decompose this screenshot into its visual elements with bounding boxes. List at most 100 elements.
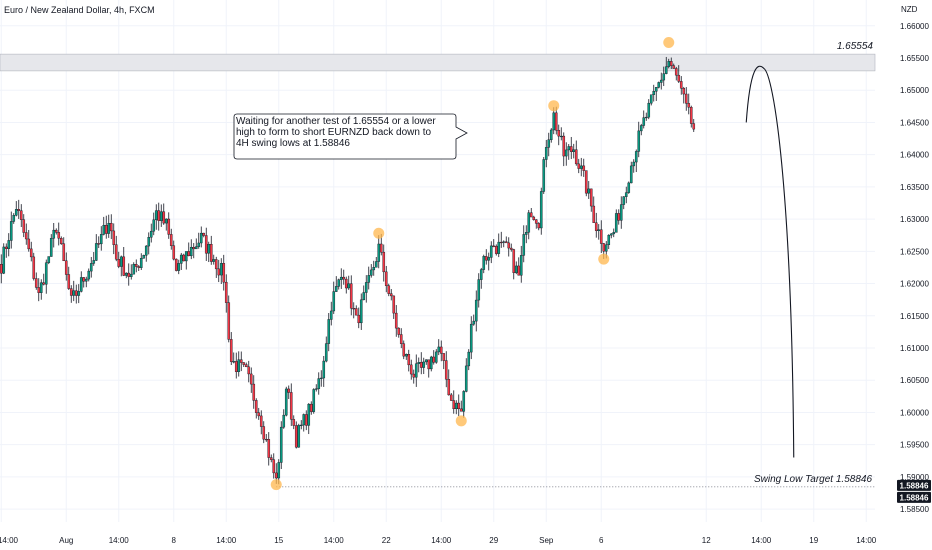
swing-marker[interactable]	[270, 479, 282, 491]
candle-body[interactable]	[382, 251, 386, 273]
candle-body[interactable]	[452, 400, 456, 410]
candle-body[interactable]	[369, 269, 373, 276]
candle-body[interactable]	[204, 235, 208, 254]
candle-body[interactable]	[19, 210, 23, 220]
candle-body[interactable]	[484, 256, 488, 261]
candle-body[interactable]	[612, 232, 616, 235]
candle-body[interactable]	[192, 246, 196, 250]
candle-body[interactable]	[159, 211, 163, 221]
candle-body[interactable]	[212, 259, 216, 262]
candle-body[interactable]	[327, 319, 331, 344]
candle-body[interactable]	[269, 457, 273, 460]
candle-body[interactable]	[407, 354, 411, 366]
candle-body[interactable]	[594, 222, 598, 231]
candle-body[interactable]	[62, 243, 66, 262]
candle-body[interactable]	[574, 149, 578, 165]
candle-body[interactable]	[109, 222, 113, 232]
candle-body[interactable]	[119, 256, 123, 267]
candle-body[interactable]	[194, 246, 198, 250]
candle-body[interactable]	[107, 222, 111, 234]
candle-body[interactable]	[579, 165, 583, 169]
candle-body[interactable]	[259, 415, 263, 427]
candle-body[interactable]	[132, 264, 136, 275]
candle-body[interactable]	[444, 360, 448, 380]
candle-body[interactable]	[52, 229, 56, 239]
candle-body[interactable]	[504, 241, 508, 244]
candle-body[interactable]	[74, 290, 78, 296]
candle-body[interactable]	[544, 147, 548, 160]
candle-body[interactable]	[537, 223, 541, 229]
candle-body[interactable]	[447, 379, 451, 396]
candle-body[interactable]	[292, 419, 296, 426]
candle-body[interactable]	[662, 73, 666, 81]
candle-body[interactable]	[434, 351, 438, 363]
candle-body[interactable]	[509, 247, 513, 250]
candle-body[interactable]	[187, 251, 191, 257]
candle-body[interactable]	[264, 438, 268, 441]
candle-body[interactable]	[367, 275, 371, 283]
candle-body[interactable]	[632, 161, 636, 167]
candle-body[interactable]	[364, 282, 368, 293]
candle-body[interactable]	[224, 281, 228, 303]
candle-body[interactable]	[232, 361, 236, 363]
candle-body[interactable]	[664, 66, 668, 74]
projection-curve[interactable]	[745, 65, 795, 458]
candle-body[interactable]	[12, 215, 16, 222]
candle-body[interactable]	[342, 276, 346, 280]
candle-body[interactable]	[249, 373, 253, 385]
candle-body[interactable]	[57, 232, 61, 239]
candle-body[interactable]	[34, 278, 38, 288]
candle-body[interactable]	[297, 425, 301, 448]
candle-body[interactable]	[54, 229, 58, 233]
candle-body[interactable]	[104, 224, 108, 234]
candle-body[interactable]	[322, 360, 326, 379]
candle-body[interactable]	[477, 279, 481, 301]
candle-body[interactable]	[494, 245, 498, 254]
candle-body[interactable]	[44, 262, 48, 285]
candle-body[interactable]	[174, 258, 178, 271]
candle-body[interactable]	[489, 245, 493, 258]
candle-body[interactable]	[669, 61, 673, 66]
candle-body[interactable]	[244, 364, 248, 368]
candle-body[interactable]	[164, 218, 168, 224]
candle-body[interactable]	[449, 394, 453, 401]
candle-body[interactable]	[147, 237, 151, 247]
candle-body[interactable]	[469, 323, 473, 353]
candle-body[interactable]	[99, 234, 103, 245]
candle-body[interactable]	[629, 165, 633, 184]
swing-marker[interactable]	[373, 227, 385, 239]
candle-body[interactable]	[459, 408, 463, 412]
candle-body[interactable]	[227, 302, 231, 340]
candle-body[interactable]	[29, 248, 33, 258]
candle-body[interactable]	[397, 327, 401, 335]
candle-body[interactable]	[389, 293, 393, 297]
candle-body[interactable]	[317, 378, 321, 389]
candle-body[interactable]	[349, 283, 353, 309]
candle-body[interactable]	[442, 353, 446, 361]
candle-body[interactable]	[59, 238, 63, 244]
swing-marker[interactable]	[663, 37, 675, 49]
candle-body[interactable]	[289, 392, 293, 420]
candle-body[interactable]	[89, 263, 93, 272]
candle-body[interactable]	[357, 314, 361, 324]
candle-body[interactable]	[294, 425, 298, 448]
candle-body[interactable]	[287, 388, 291, 393]
candle-body[interactable]	[502, 241, 506, 243]
candle-body[interactable]	[604, 244, 608, 252]
candle-body[interactable]	[569, 146, 573, 152]
candle-body[interactable]	[124, 272, 128, 276]
candle-body[interactable]	[207, 244, 211, 254]
candle-body[interactable]	[2, 246, 6, 274]
candle-body[interactable]	[519, 255, 523, 276]
candle-body[interactable]	[567, 146, 571, 151]
swing-marker[interactable]	[598, 253, 610, 265]
candle-body[interactable]	[527, 212, 531, 233]
candle-body[interactable]	[27, 238, 31, 250]
candle-body[interactable]	[429, 356, 433, 370]
candle-body[interactable]	[354, 308, 358, 316]
candle-body[interactable]	[144, 245, 148, 256]
candle-body[interactable]	[329, 310, 333, 320]
candle-body[interactable]	[229, 339, 233, 362]
candle-body[interactable]	[49, 237, 53, 257]
candle-body[interactable]	[252, 383, 256, 401]
